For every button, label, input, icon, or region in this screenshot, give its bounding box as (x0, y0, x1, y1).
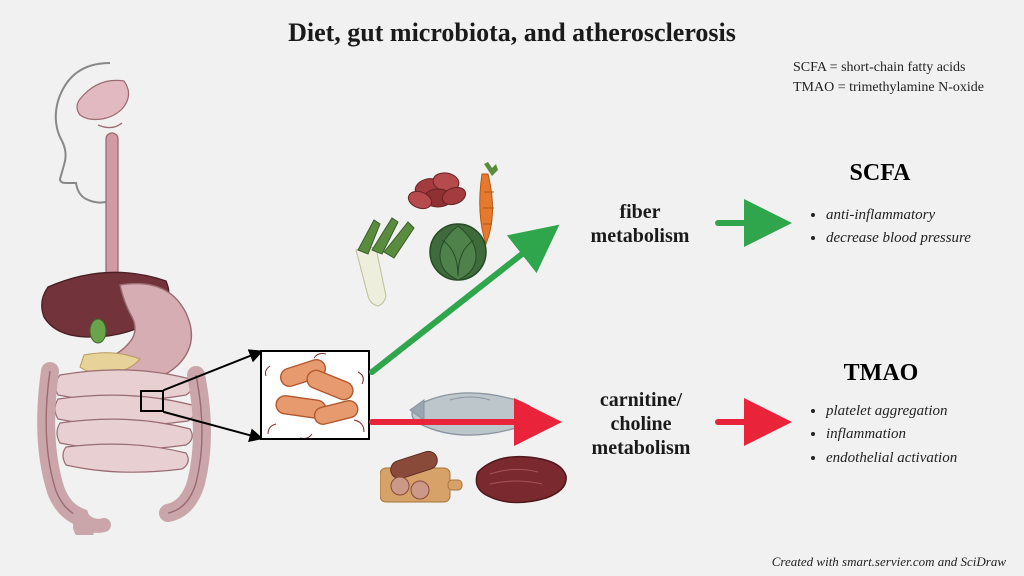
legend-tmao: TMAO = trimethylamine N-oxide (793, 78, 984, 98)
attribution-text: Created with smart.servier.com and SciDr… (772, 554, 1006, 570)
zoom-source-rect (140, 390, 164, 412)
tmao-effects-list: platelet aggregation inflammation endoth… (808, 400, 1018, 470)
scfa-effects-list: anti-inflammatory decrease blood pressur… (808, 204, 1008, 251)
legend-scfa: SCFA = short-chain fatty acids (793, 58, 984, 78)
digestive-system-illustration (20, 55, 230, 535)
meat-fish-foods-icon (380, 380, 570, 510)
bacteria-icon (262, 352, 368, 438)
gut-bacteria-inset (260, 350, 370, 440)
tmao-title: TMAO (806, 360, 956, 387)
abbrev-legend: SCFA = short-chain fatty acids TMAO = tr… (793, 58, 984, 97)
fiber-foods-icon (350, 160, 520, 310)
list-item: inflammation (826, 423, 1018, 446)
list-item: decrease blood pressure (826, 227, 1008, 250)
list-item: anti-inflammatory (826, 204, 1008, 227)
fiber-metabolism-label: fiber metabolism (560, 200, 720, 248)
scfa-title: SCFA (810, 160, 950, 187)
list-item: platelet aggregation (826, 400, 1018, 423)
list-item: endothelial activation (826, 447, 1018, 470)
page-title: Diet, gut microbiota, and atherosclerosi… (0, 18, 1024, 48)
carnitine-choline-label: carnitine/ choline metabolism (556, 388, 726, 460)
